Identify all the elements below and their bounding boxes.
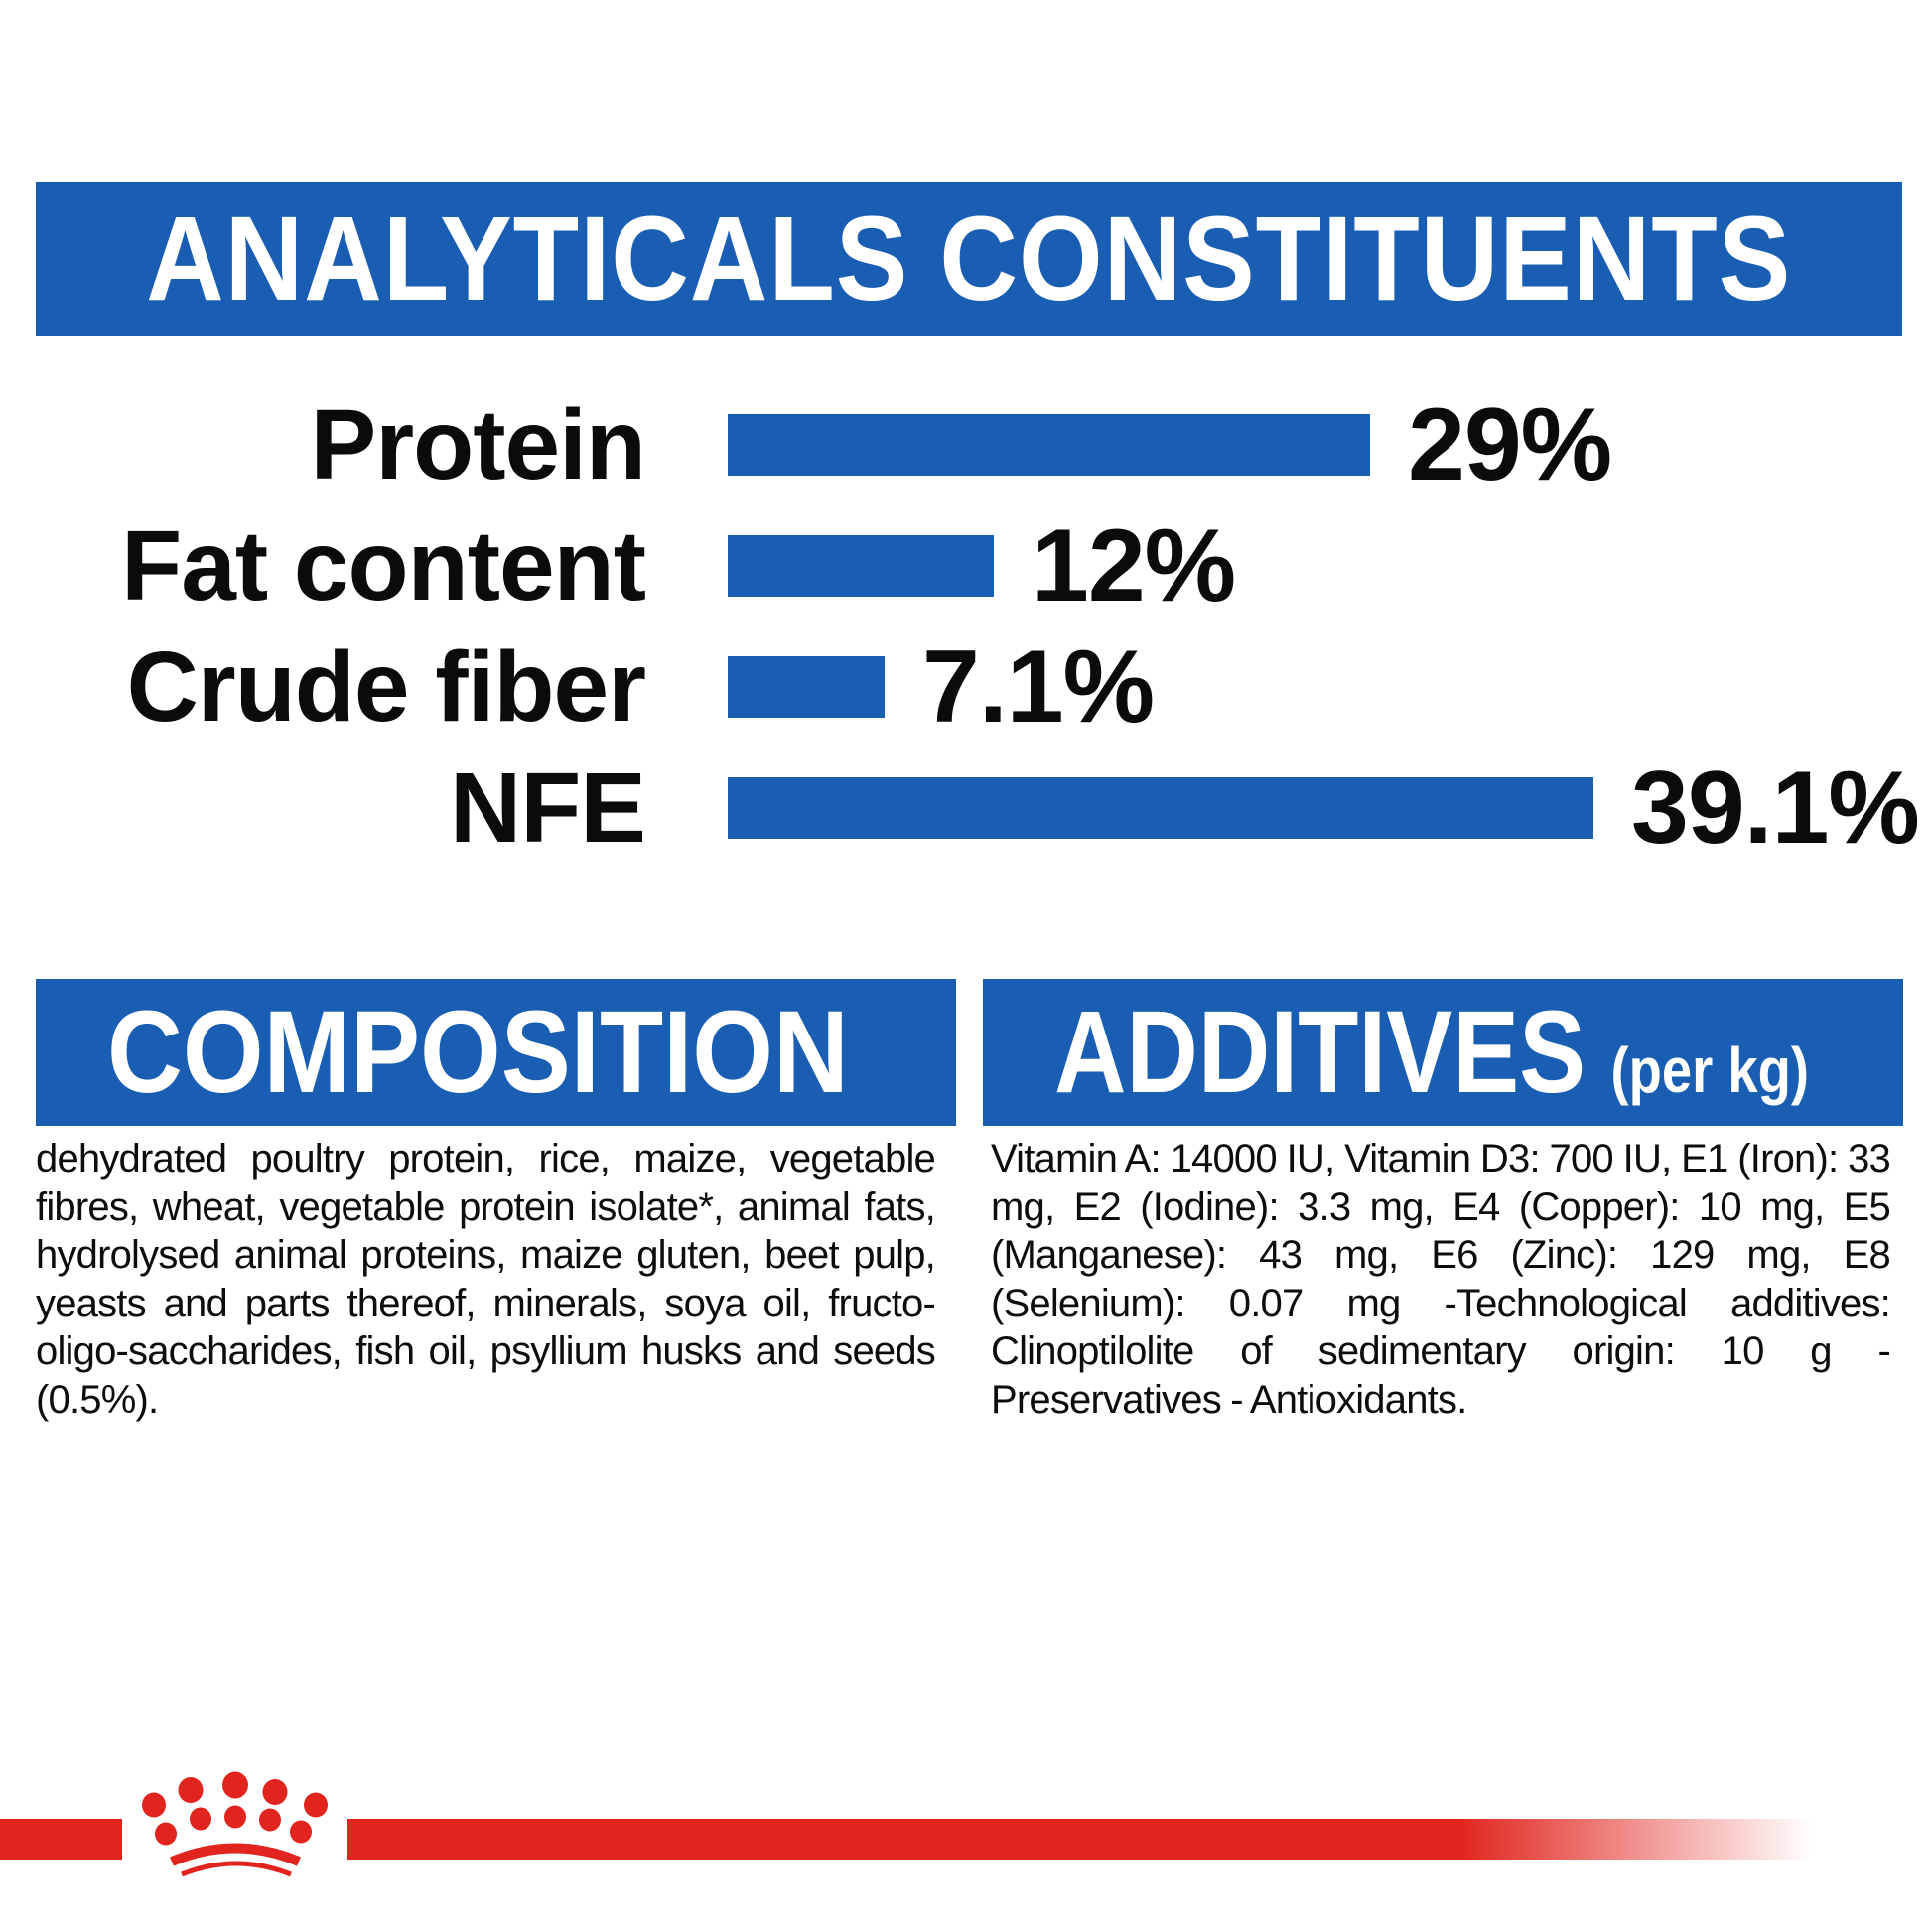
page-title: ANALYTICALS CONSTITUENTS (146, 191, 1792, 326)
bar-value-label: 7.1% (922, 628, 1155, 745)
chart-row: NFE 39.1% (0, 750, 1932, 866)
chart-row: Fat content 12% (0, 507, 1932, 623)
royal-canin-crown-icon (142, 1771, 328, 1877)
bar-category-label: Crude fiber (126, 630, 646, 743)
chart-row: Protein 29% (0, 386, 1932, 502)
bar-value-label: 12% (1032, 507, 1236, 623)
composition-body: dehydrated poultry protein, rice, maize,… (36, 1137, 936, 1422)
additives-subtitle: (per kg) (1610, 1035, 1809, 1106)
bar (728, 535, 994, 597)
footer-band-right (347, 1819, 1812, 1860)
analyticals-chart: Protein 29% Fat content 12% Crude fiber 7.1% N… (0, 0, 1932, 894)
bar (728, 777, 1593, 839)
chart-row: Crude fiber 7.1% (0, 628, 1932, 745)
additives-body: Vitamin A: 14000 IU, Vitamin D3: 700 IU,… (991, 1137, 1891, 1422)
bar-value-label: 29% (1408, 386, 1612, 502)
bar-category-label: Protein (310, 388, 646, 500)
additives-title: ADDITIVES (1054, 987, 1587, 1118)
bar-category-label: Fat content (121, 509, 646, 621)
analyticals-banner: ANALYTICALS CONSTITUENTS (36, 182, 1902, 336)
footer-band-left (0, 1819, 122, 1860)
additives-header-box: ADDITIVES (per kg) (983, 979, 1903, 1126)
composition-title: COMPOSITION (107, 987, 849, 1118)
bar-category-label: NFE (450, 752, 646, 864)
bar (728, 656, 885, 718)
composition-header-box: COMPOSITION (36, 979, 956, 1126)
bar (728, 414, 1370, 476)
bar-value-label: 39.1% (1631, 750, 1920, 866)
